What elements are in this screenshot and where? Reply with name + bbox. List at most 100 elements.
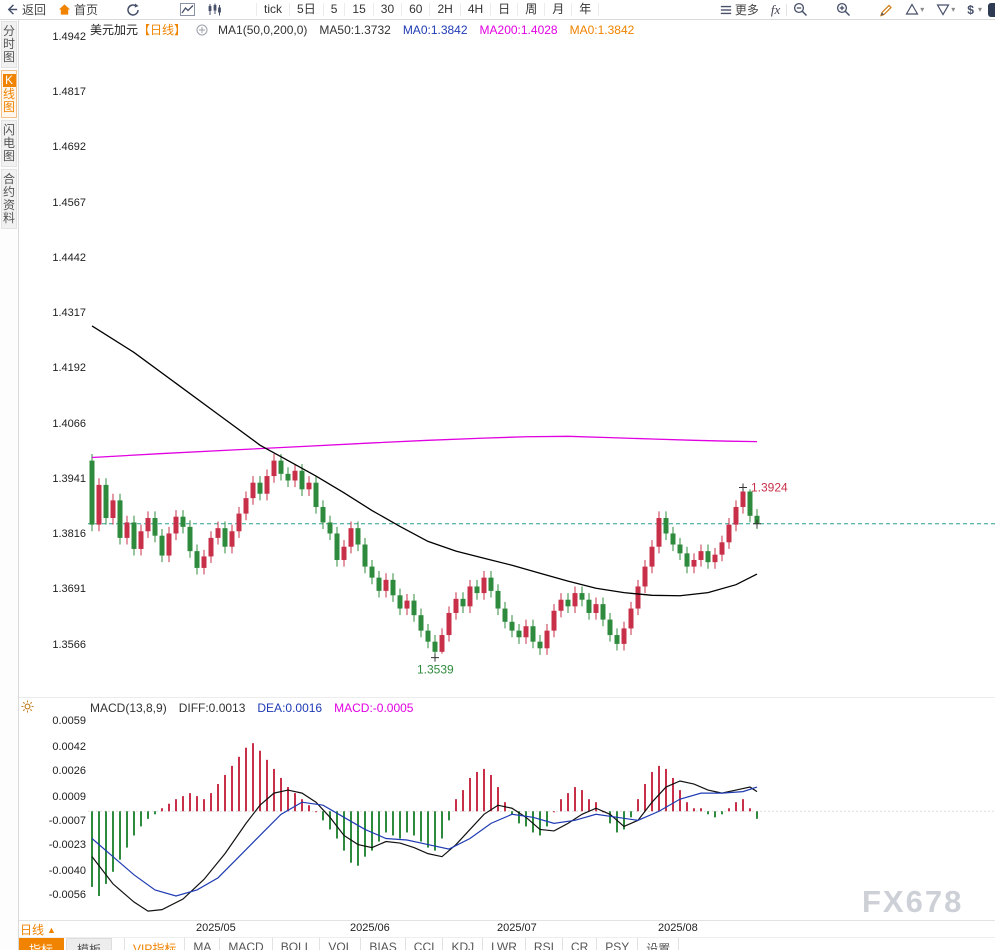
back-arrow-icon — [7, 4, 18, 15]
period-button-5[interactable]: 5 — [322, 3, 345, 16]
zoom-out-icon — [794, 2, 808, 17]
dollar-tool-button[interactable]: $ ▾ — [961, 0, 988, 19]
main-ma-labels: MA1(50,0,200,0) MA50:1.3732 MA0:1.3842 MA20… — [218, 23, 634, 37]
tab-模板[interactable]: 模板 — [66, 938, 113, 950]
period-button-60[interactable]: 60 — [401, 3, 429, 16]
period-button-30[interactable]: 30 — [372, 3, 401, 16]
indicator-settings-button[interactable] — [21, 700, 34, 718]
indicator-button-MA[interactable]: MA — [184, 938, 219, 950]
period-button-15[interactable]: 15 — [344, 3, 372, 16]
home-icon — [58, 4, 71, 15]
period-panel-toggle[interactable]: 日线 ▲ — [20, 921, 56, 938]
zoom-in-button[interactable] — [830, 0, 857, 19]
main-y-tick: 1.4942 — [52, 31, 86, 43]
indicator-button-CCI[interactable]: CCI — [404, 938, 443, 950]
period-button-月[interactable]: 月 — [544, 3, 571, 16]
watermark: FX678 — [862, 884, 964, 919]
sidebar-item-分时图[interactable]: 分时图 — [1, 21, 17, 68]
back-button[interactable]: 返回 — [0, 0, 52, 19]
period-toggle-label: 日线 — [20, 923, 45, 937]
zoom-in-icon — [837, 2, 851, 17]
macd-y-tick: 0.0042 — [52, 740, 86, 753]
main-y-tick: 1.3816 — [52, 528, 86, 541]
macd-y-tick: -0.0023 — [48, 839, 86, 852]
x-axis-label: 2025/08 — [658, 922, 698, 934]
macd-y-tick: 0.0009 — [52, 790, 86, 803]
macd-chart-canvas[interactable] — [88, 714, 995, 920]
triangle-up-tool-button[interactable]: ▾ — [899, 0, 930, 19]
main-y-tick: 1.4192 — [52, 362, 86, 375]
indicator-button-VIP指标[interactable]: VIP指标 — [124, 938, 184, 950]
period-button-2H[interactable]: 2H — [429, 3, 459, 16]
triangle-down-icon — [936, 4, 950, 16]
x-axis-label: 2025/06 — [350, 922, 390, 934]
svg-text:1.3539: 1.3539 — [417, 663, 454, 677]
home-button[interactable]: 首页 — [52, 0, 104, 19]
main-y-tick: 1.3941 — [52, 473, 86, 486]
main-chart-canvas[interactable]: 1.3924 1.3539 — [88, 26, 995, 696]
period-button-4H[interactable]: 4H — [459, 3, 490, 16]
tab-指标[interactable]: 指标 — [18, 938, 65, 950]
indicator-button-CR[interactable]: CR — [561, 938, 596, 950]
main-y-tick: 1.4442 — [52, 251, 86, 264]
add-overlay-icon[interactable] — [196, 24, 208, 36]
chevron-down-icon: ▾ — [951, 5, 956, 14]
period-button-周[interactable]: 周 — [517, 3, 544, 16]
indicator-button-LWR[interactable]: LWR — [482, 938, 525, 950]
home-label: 首页 — [74, 3, 99, 17]
period-tag: 【日线】 — [138, 23, 187, 37]
indicator-button-KDJ[interactable]: KDJ — [442, 938, 482, 950]
chevron-down-icon: ▾ — [920, 5, 925, 14]
fx-icon: fx — [770, 1, 781, 17]
period-button-日[interactable]: 日 — [490, 3, 517, 16]
macd-header: MACD(13,8,9) DIFF:0.0013 DEA:0.0016 MACD:-0… — [90, 701, 413, 715]
macd-y-tick: 0.0059 — [52, 715, 86, 727]
header-value-label: MA200:1.4028 — [479, 22, 558, 37]
header-value-label: MACD:-0.0005 — [334, 701, 414, 715]
zoom-out-button[interactable] — [787, 0, 814, 19]
indicator-button-RSI[interactable]: RSI — [524, 938, 562, 950]
header-value-label: DEA:0.0016 — [257, 701, 323, 715]
main-y-tick: 1.4692 — [52, 141, 86, 154]
line-chart-mode-button[interactable] — [174, 0, 201, 19]
triangle-up-icon: ▲ — [47, 924, 56, 935]
period-button-tick[interactable]: tick — [256, 3, 289, 16]
draw-pencil-button[interactable] — [873, 0, 899, 19]
header-value-label: DIFF:0.0013 — [178, 701, 246, 715]
sidebar-item-合约资料[interactable]: 合约资料 — [1, 169, 17, 229]
indicator-button-VOL[interactable]: VOL — [319, 938, 360, 950]
period-button-5日[interactable]: 5日 — [289, 3, 323, 16]
refresh-button[interactable] — [120, 0, 146, 19]
formula-button[interactable]: fx — [765, 0, 786, 19]
indicator-button-MACD[interactable]: MACD — [219, 938, 271, 950]
macd-y-tick: 0.0026 — [52, 764, 86, 777]
symbol-title: 美元加元 — [90, 23, 139, 37]
indicator-buttons: VIP指标 MA MACD BOLL VOL BIAS CCI KDJ LWR RSI CR PSY 设… — [124, 938, 680, 950]
indicator-button-BOLL[interactable]: BOLL — [271, 938, 320, 950]
gear-sun-icon — [21, 700, 34, 713]
period-buttons: tick 5日 5 15 30 60 2H 4H 日周月年 — [256, 0, 600, 19]
indicator-button-PSY[interactable]: PSY — [596, 938, 637, 950]
kline-mode-button[interactable] — [201, 0, 228, 19]
header-value-label: MA1(50,0,200,0) — [218, 22, 308, 37]
sidebar-item-闪电图[interactable]: 闪电图 — [1, 120, 17, 167]
macd-labels: MACD(13,8,9) DIFF:0.0013 DEA:0.0016 MACD:-0… — [90, 701, 413, 715]
x-axis-label: 2025/05 — [196, 922, 236, 934]
panel-divider — [18, 697, 995, 698]
refresh-icon — [127, 3, 139, 16]
header-value-label: MA0:1.3842 — [569, 22, 635, 37]
indicator-button-BIAS[interactable]: BIAS — [360, 938, 404, 950]
main-y-tick: 1.3566 — [52, 638, 86, 651]
x-axis-line — [18, 920, 995, 921]
main-y-tick: 1.4317 — [52, 307, 86, 319]
more-button[interactable]: 更多 — [714, 0, 765, 19]
period-button-年[interactable]: 年 — [571, 3, 600, 16]
chevron-down-icon: ▾ — [977, 5, 982, 14]
truncated-toolbar-icon[interactable] — [988, 2, 995, 17]
triangle-down-tool-button[interactable]: ▾ — [930, 0, 961, 19]
bottom-toolbar: 指标 模板 VIP指标 MA MACD BOLL VOL BIAS CCI KDJ LWR RSI C… — [18, 937, 995, 950]
indicator-button-设置[interactable]: 设置 — [637, 938, 680, 950]
